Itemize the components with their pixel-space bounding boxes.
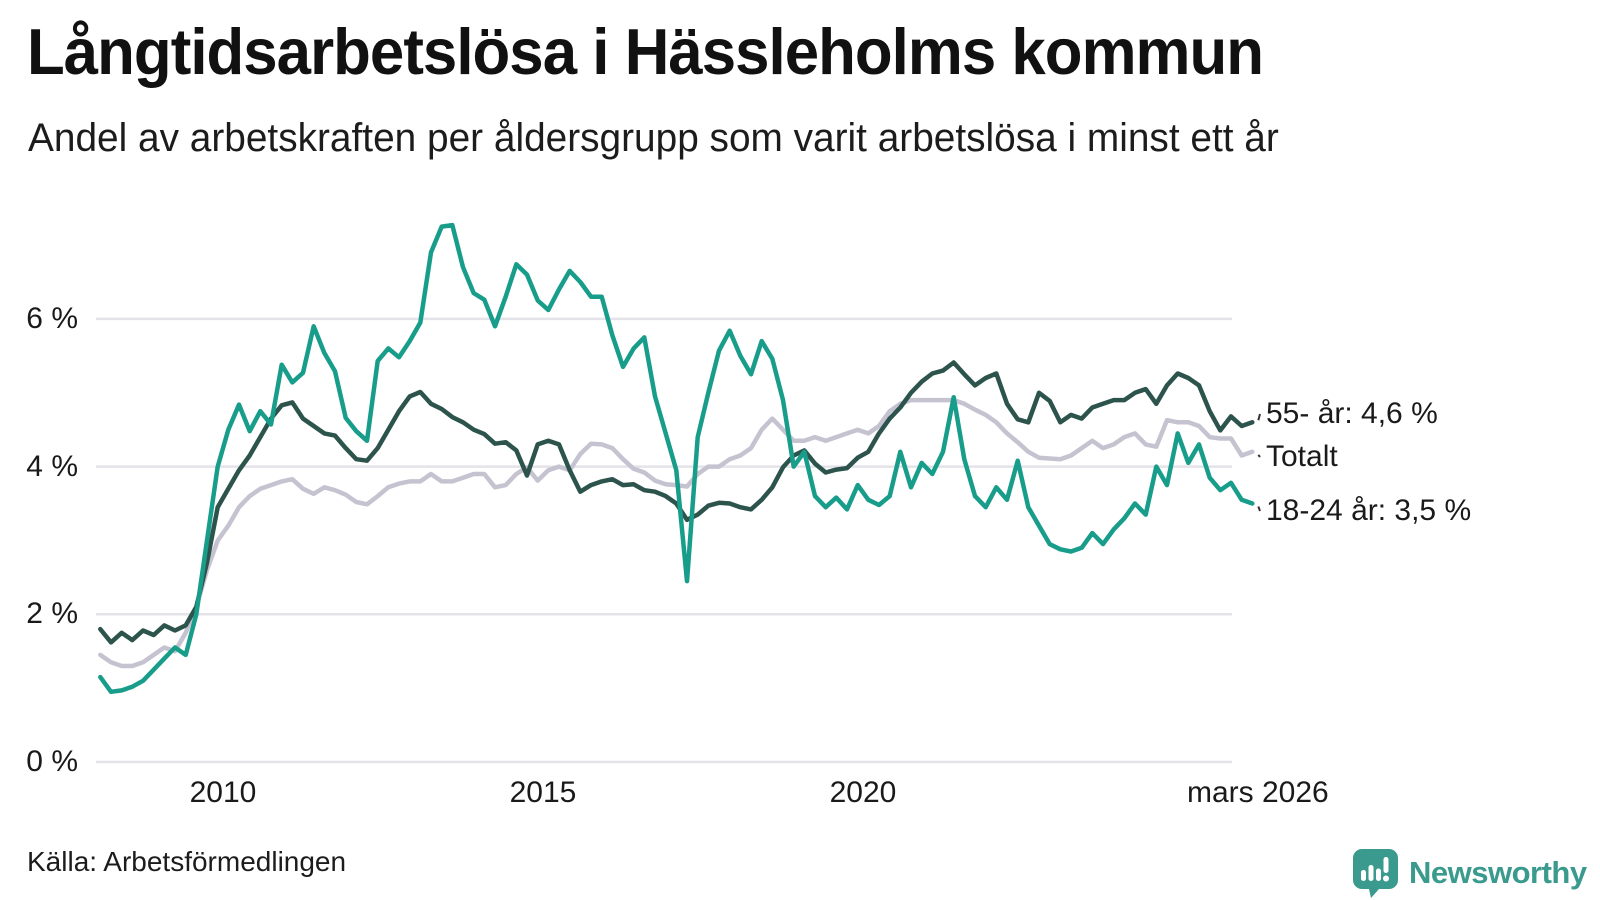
series-line-total: [98, 397, 1255, 669]
series-end-label-total: Totalt: [1266, 440, 1338, 473]
x-tick-mars-2026: mars 2026: [1187, 776, 1329, 809]
series-line-y55: [98, 360, 1255, 645]
newsworthy-icon: [1353, 849, 1398, 898]
x-tick-2010: 2010: [189, 776, 257, 809]
series-end-label-y55: 55- år: 4,6 %: [1266, 397, 1438, 430]
y-tick-6: 6 %: [26, 301, 78, 335]
x-tick-2015: 2015: [509, 776, 577, 809]
x-tick-2020: 2020: [829, 776, 897, 809]
end-label-connector-y1824: [1257, 506, 1261, 512]
page-title: Långtidsarbetslösa i Hässleholms kommun: [27, 15, 1264, 88]
brand-name: Newsworthy: [1409, 855, 1587, 890]
source-note: Källa: Arbetsförmedlingen: [27, 846, 347, 877]
brand-logo: Newsworthy: [1352, 848, 1587, 898]
y-tick-0: 0 %: [26, 745, 78, 778]
end-label-connector-y55: [1257, 413, 1261, 421]
end-label-connector-total: [1257, 454, 1261, 458]
page-subtitle: Andel av arbetskraften per åldersgrupp s…: [28, 116, 1279, 160]
y-tick-2: 2 %: [26, 597, 78, 631]
y-tick-4: 4 %: [26, 449, 78, 483]
series-end-label-y1824: 18-24 år: 3,5 %: [1266, 494, 1472, 527]
series-line-y1824: [98, 222, 1255, 695]
